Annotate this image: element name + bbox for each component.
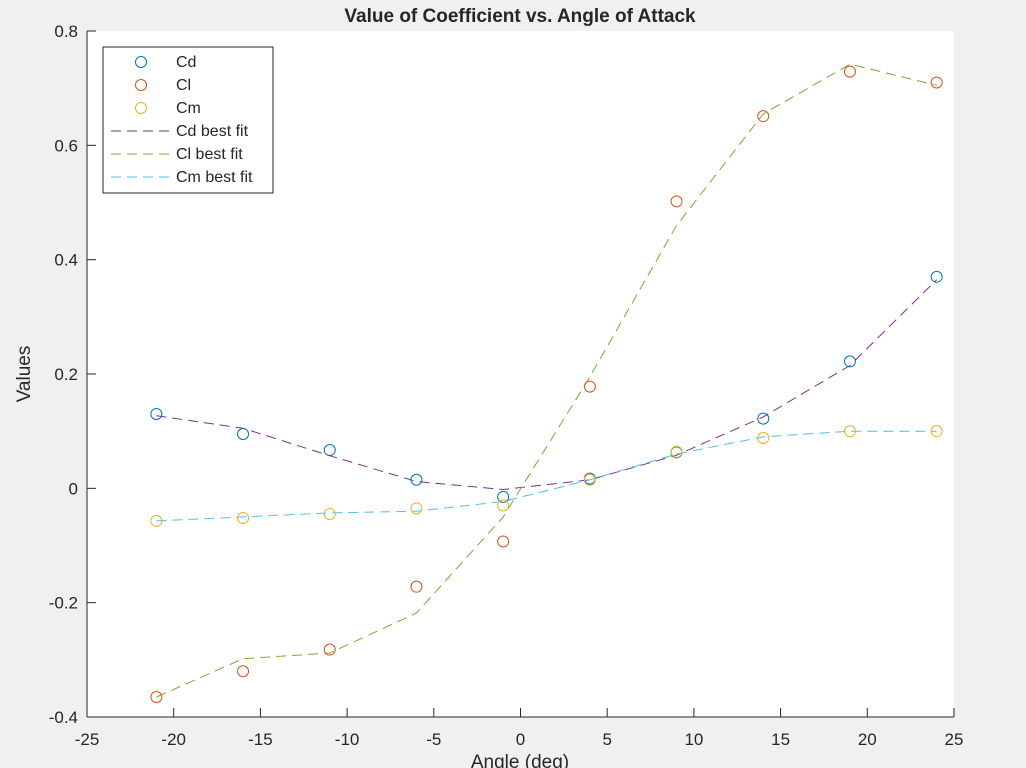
cl-point <box>323 643 336 656</box>
legend-label-cl-best-fit: Cl best fit <box>176 146 243 163</box>
y-tick-label: 0.4 <box>54 251 78 270</box>
cl-point <box>670 195 683 208</box>
y-tick-label: 0.8 <box>54 22 78 41</box>
cl-point <box>237 665 250 678</box>
cm-point <box>930 425 943 438</box>
cm-point <box>497 499 510 512</box>
x-tick-label: 5 <box>602 730 611 749</box>
chart-title: Value of Coefficient vs. Angle of Attack <box>344 6 696 27</box>
x-tick-label: -20 <box>161 730 186 749</box>
legend-label-cl: Cl <box>176 77 191 94</box>
y-tick-label: 0 <box>69 479 78 498</box>
legend-label-cd: Cd <box>176 54 196 71</box>
legend-label-cd-best-fit: Cd best fit <box>176 123 249 140</box>
cl-point <box>757 110 770 123</box>
x-tick-label: -15 <box>248 730 273 749</box>
legend-label-cm: Cm <box>176 100 201 117</box>
cl-point <box>150 690 163 703</box>
cl-point <box>583 380 596 393</box>
cd-point <box>323 444 336 457</box>
cm-point <box>757 432 770 445</box>
legend: Cd Cl Cm Cd best fit Cl best fit Cm best fit <box>102 46 274 194</box>
axes: -25 -20 -15 -10 -5 0 5 10 15 20 25 -0.4 -0.2 0 0.2 0.4 0… <box>49 22 964 749</box>
legend-marker-cl <box>135 79 147 91</box>
legend-label-cm-best-fit: Cm best fit <box>176 169 253 186</box>
x-tick-label: 20 <box>858 730 877 749</box>
cd-point <box>757 412 770 425</box>
cl-best-fit-line <box>156 63 937 698</box>
cd-best-fit-line <box>156 279 938 491</box>
x-tick-label: 10 <box>684 730 703 749</box>
y-tick-label: -0.2 <box>49 594 78 613</box>
cd-point <box>497 490 510 503</box>
cl-point <box>930 76 943 89</box>
cd-point <box>843 355 856 368</box>
cm-point <box>410 502 423 515</box>
y-tick-label: 0.6 <box>54 136 78 155</box>
series-layer <box>150 63 943 703</box>
x-tick-label: -25 <box>75 730 100 749</box>
x-tick-label: 25 <box>945 730 964 749</box>
legend-marker-cm <box>135 102 147 114</box>
x-tick-label: -10 <box>335 730 360 749</box>
y-axis-label: Values <box>14 346 35 403</box>
x-axis-label: Angle (deg) <box>471 752 569 768</box>
cm-best-fit-line <box>156 430 937 522</box>
cd-point <box>410 473 423 486</box>
x-tick-label: 15 <box>771 730 790 749</box>
legend-box <box>102 46 274 194</box>
legend-marker-cd <box>135 56 147 68</box>
cm-point <box>323 508 336 521</box>
x-tick-label: 0 <box>516 730 525 749</box>
cd-point <box>237 428 250 441</box>
y-tick-label: -0.4 <box>49 708 78 727</box>
cl-point <box>843 65 856 78</box>
cm-point <box>843 425 856 438</box>
cl-point <box>497 535 510 548</box>
cm-point <box>237 512 250 525</box>
cd-point <box>930 270 943 283</box>
x-tick-label: -5 <box>426 730 441 749</box>
cl-point <box>410 580 423 593</box>
cm-point <box>150 514 163 527</box>
legend-entries: Cd Cl Cm Cd best fit Cl best fit Cm best fit <box>111 54 253 186</box>
cd-point <box>150 408 163 421</box>
y-tick-label: 0.2 <box>54 365 78 384</box>
cm-point <box>670 445 683 458</box>
cm-point <box>583 473 596 486</box>
